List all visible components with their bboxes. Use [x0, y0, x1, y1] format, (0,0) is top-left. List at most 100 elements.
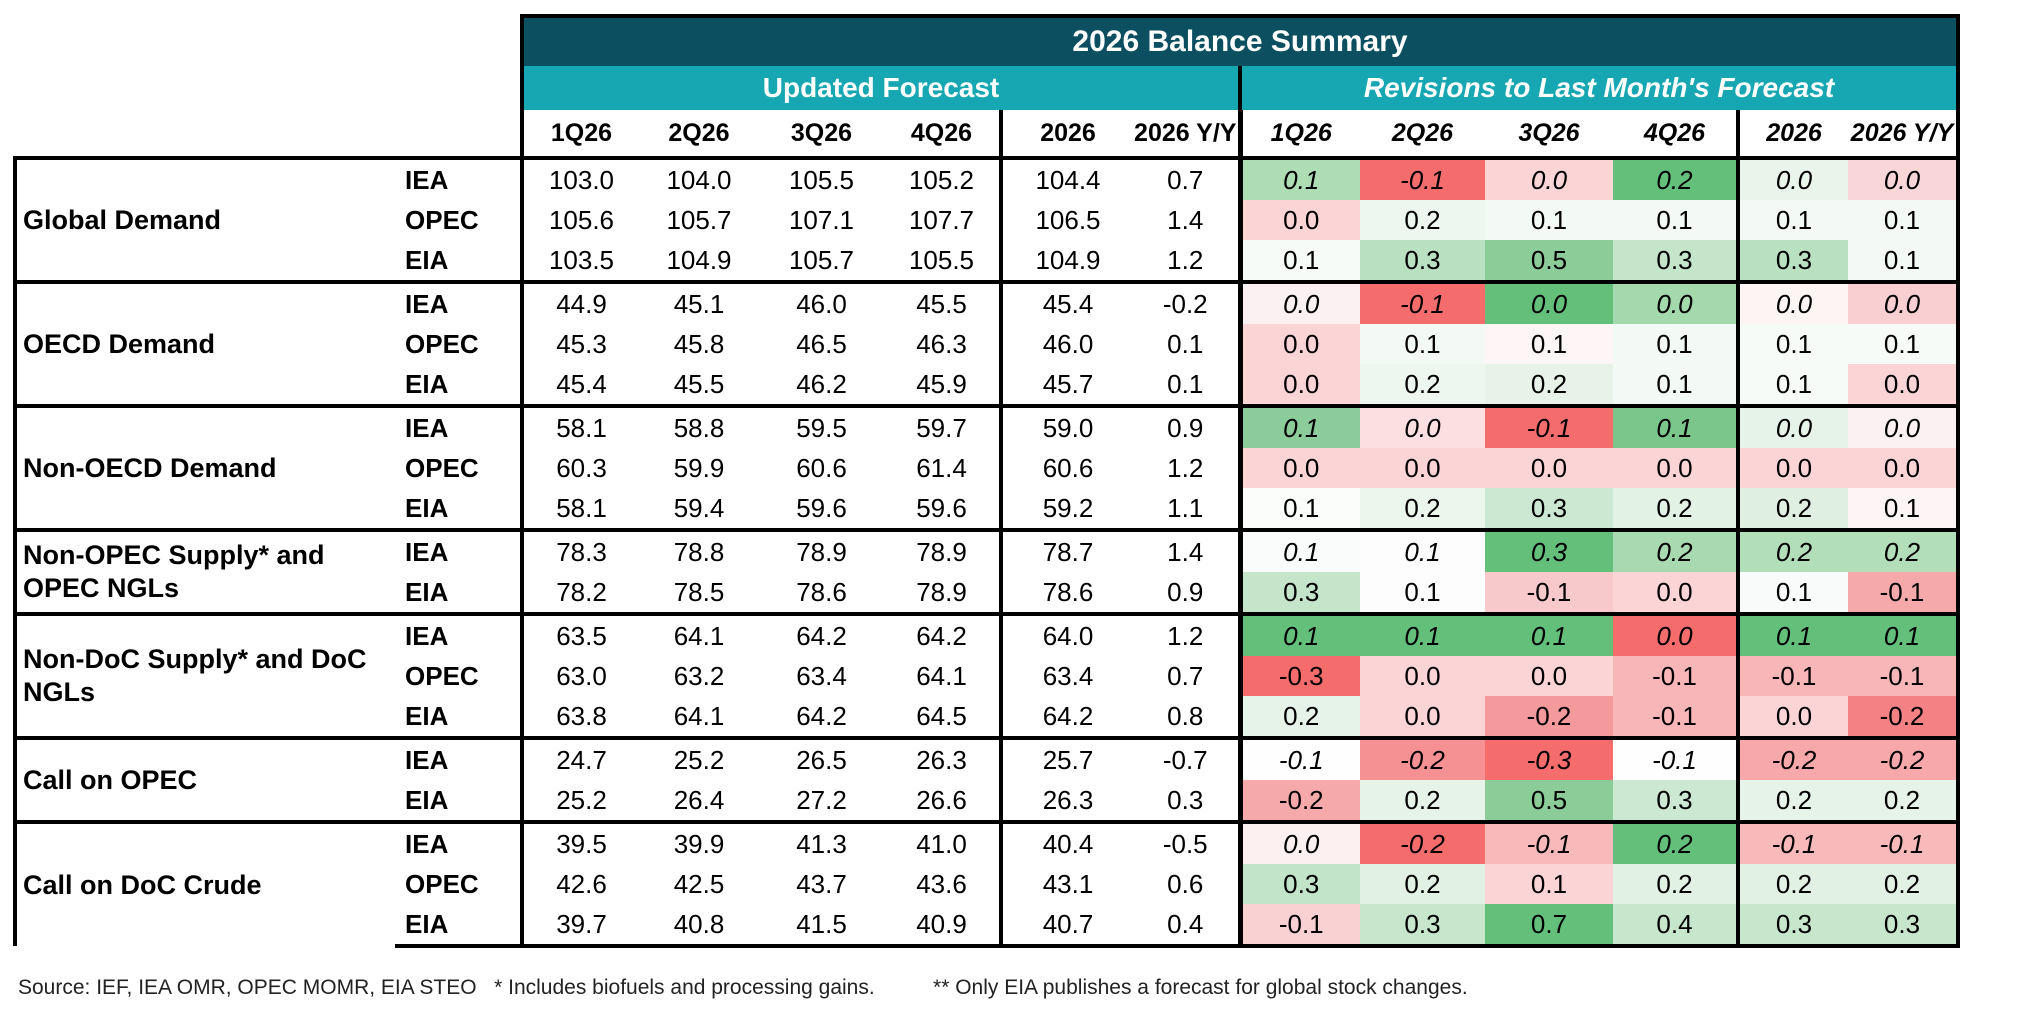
- revision-value: -0.1: [1613, 656, 1738, 696]
- revision-value: 0.1: [1237, 488, 1360, 532]
- table-row: Global Demand IEA 103.0 104.0 105.5 105.2 104.…: [13, 156, 1960, 282]
- revision-value: 0.0: [1360, 448, 1485, 488]
- source-label: EIA: [395, 696, 522, 740]
- revision-value: -0.2: [1360, 820, 1485, 864]
- revision-value: 0.0: [1613, 448, 1738, 488]
- forecast-value: -0.5: [1133, 820, 1240, 864]
- source-label: IEA: [395, 156, 522, 200]
- revision-value: 0.3: [1360, 904, 1485, 948]
- revision-value: 0.0: [1237, 280, 1360, 324]
- revision-value: 0.0: [1360, 696, 1485, 740]
- revisions-header: Revisions to Last Month's Forecast: [1238, 66, 1960, 110]
- table-row: Non-OPEC Supply* and OPEC NGLs IEA 78.3 78.…: [13, 528, 1960, 614]
- forecast-value: 63.4: [796, 660, 847, 691]
- forecast-value: 107.1: [788, 204, 855, 235]
- revision-value: 0.0: [1485, 656, 1613, 696]
- revision-value: 0.0: [1736, 448, 1848, 488]
- revision-value: 0.0: [1237, 820, 1360, 864]
- forecast-value: 0.9: [1133, 404, 1240, 448]
- forecast-value: 41.3: [759, 820, 884, 864]
- forecast-value: 59.2: [999, 488, 1133, 532]
- forecast-value: 46.5: [796, 328, 847, 359]
- table-row: EIA 63.8 64.1 64.2 64.5 64.2 0.8 0.2 0.0 -0.2 -0.1…: [15, 696, 1960, 740]
- forecast-value: 42.5: [673, 868, 725, 899]
- table-row: EIA 78.2 78.5 78.6 78.9 78.6 0.9 0.3 0.1 -0.1 0.0 0…: [15, 572, 1960, 616]
- revision-value: 0.0: [1848, 364, 1960, 408]
- revision-value: 0.2: [1485, 364, 1613, 408]
- revision-value: 0.1: [1736, 324, 1848, 364]
- forecast-value: 59.6: [759, 488, 884, 532]
- revision-value: 0.2: [1736, 780, 1848, 824]
- forecast-value: 1.2: [1133, 612, 1240, 656]
- forecast-value: 78.3: [520, 528, 639, 572]
- revision-value: 0.2: [1613, 528, 1738, 572]
- revision-value: 0.1: [1360, 572, 1485, 616]
- forecast-value: 63.2: [673, 660, 725, 691]
- revision-value: 0.1: [1485, 612, 1613, 656]
- table-title: 2026 Balance Summary: [520, 14, 1960, 66]
- forecast-value: 64.1: [916, 660, 967, 691]
- revision-value: 0.0: [1485, 448, 1613, 488]
- forecast-value: 59.9: [673, 452, 725, 483]
- forecast-value: 45.1: [639, 280, 759, 324]
- revision-value: 0.1: [1848, 612, 1960, 656]
- forecast-value: 41.5: [759, 904, 884, 948]
- revision-value: 0.0: [1237, 324, 1360, 364]
- forecast-value: 64.1: [639, 696, 759, 740]
- forecast-value: 104.9: [999, 240, 1133, 284]
- source-label: IEA: [395, 612, 522, 656]
- forecast-value: 26.3: [999, 780, 1133, 824]
- revision-value: 0.2: [1613, 864, 1738, 904]
- col-header-4: 2026: [999, 110, 1133, 160]
- forecast-value: 0.1: [1167, 328, 1204, 359]
- revision-value: 0.0: [1736, 156, 1848, 200]
- data-table: 2026 Balance Summary Updated Forecast Re…: [13, 14, 1960, 948]
- forecast-value: 40.7: [999, 904, 1133, 948]
- revision-value: -0.1: [1485, 820, 1613, 864]
- forecast-value: 59.7: [884, 404, 1001, 448]
- source-label: IEA: [395, 736, 522, 780]
- revision-value: 0.0: [1360, 404, 1485, 448]
- source-label: EIA: [395, 780, 522, 824]
- revision-value: 0.2: [1360, 780, 1485, 824]
- forecast-value: 42.6: [520, 864, 639, 904]
- forecast-value: 78.5: [639, 572, 759, 616]
- forecast-value: 40.8: [639, 904, 759, 948]
- forecast-value: 0.4: [1133, 904, 1240, 948]
- forecast-value: 58.1: [520, 488, 639, 532]
- forecast-value: 44.9: [520, 280, 639, 324]
- group-label: Non-OECD Demand: [13, 404, 395, 530]
- revision-value: 0.4: [1613, 904, 1738, 948]
- table-row: Non-DoC Supply* and DoC NGLs IEA 63.5 64.1 6…: [13, 612, 1960, 738]
- revision-value: 0.2: [1237, 696, 1360, 740]
- table-row: EIA 58.1 59.4 59.6 59.6 59.2 1.1 0.1 0.2 0.3 0.2 0.…: [15, 488, 1960, 532]
- source-label: OPEC: [405, 204, 479, 235]
- source-label: OPEC: [405, 328, 479, 359]
- forecast-value: 58.8: [639, 404, 759, 448]
- forecast-value: 60.6: [796, 452, 847, 483]
- revision-value: 0.3: [1848, 904, 1960, 948]
- footnote: Source: IEF, IEA OMR, OPEC MOMR, EIA STE…: [18, 976, 1468, 999]
- table-row: OPEC 60.3 59.9 60.6 61.4 60.6 1.2 0.0 0.0 0.0 0.0 0…: [15, 448, 1960, 488]
- forecast-value: 46.3: [916, 328, 967, 359]
- revision-value: -0.2: [1848, 696, 1960, 740]
- revision-value: 0.5: [1485, 780, 1613, 824]
- forecast-value: 103.5: [520, 240, 639, 284]
- revision-value: 0.1: [1613, 200, 1738, 240]
- group-label: Call on OPEC: [13, 736, 395, 822]
- source-label: OPEC: [405, 868, 479, 899]
- revision-value: 0.2: [1613, 156, 1738, 200]
- group-label: Non-OPEC Supply* and OPEC NGLs: [13, 528, 395, 614]
- group-label: Non-DoC Supply* and DoC NGLs: [13, 612, 395, 738]
- forecast-value: 105.5: [759, 156, 884, 200]
- forecast-value: 40.9: [884, 904, 1001, 948]
- revision-value: 0.1: [1736, 200, 1848, 240]
- col-header-3: 4Q26: [884, 110, 1001, 160]
- forecast-value: -0.2: [1133, 280, 1240, 324]
- forecast-value: 26.3: [884, 736, 1001, 780]
- revision-value: 0.3: [1485, 488, 1613, 532]
- source-label: EIA: [395, 904, 522, 948]
- forecast-value: 64.2: [884, 612, 1001, 656]
- forecast-value: 78.9: [759, 528, 884, 572]
- forecast-value: 104.9: [639, 240, 759, 284]
